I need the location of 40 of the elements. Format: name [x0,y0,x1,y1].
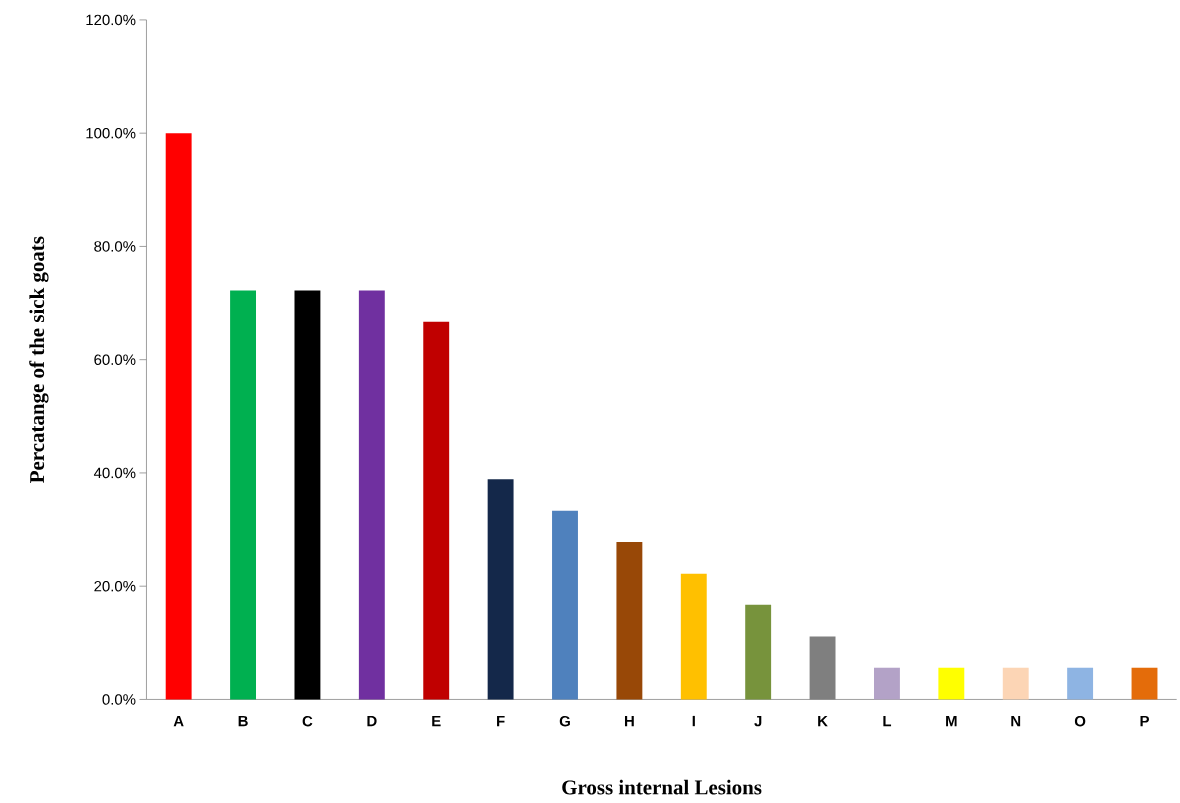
x-tick-label: A [173,715,184,727]
y-tick-label: 0.0% [102,694,136,705]
x-tick-label: B [238,715,248,727]
x-tick-label: C [302,715,313,727]
bar [165,133,192,700]
bar [1002,667,1029,700]
x-tick-label: L [883,715,892,727]
bar [745,604,772,700]
x-tick-label: N [1011,715,1021,727]
y-axis-title: Percatange of the sick goats [29,236,49,483]
x-tick-label: H [624,715,634,727]
bar [680,573,707,700]
y-tick-label: 40.0% [93,467,136,479]
bar [358,290,385,700]
x-tick-label: P [1140,715,1149,727]
x-tick-label: M [946,715,957,727]
bar [230,290,256,700]
x-tick-label: K [818,715,828,727]
x-tick-label: O [1074,715,1086,727]
y-tick-label: 20.0% [94,580,136,592]
bar [1131,667,1158,700]
x-tick-label: F [497,715,505,727]
bar [1067,667,1094,700]
bar [487,479,514,700]
bar [616,541,643,700]
x-axis-title: Gross internal Lesions [562,779,762,795]
x-tick-label: D [367,715,377,727]
x-tick-label: G [559,715,570,727]
x-tick-label: I [692,715,695,727]
x-tick-label: J [754,715,762,727]
bar [294,290,321,700]
bar [938,667,965,700]
bar [423,321,450,700]
bar [552,510,578,700]
y-tick-label: 100.0% [86,127,136,139]
bar [873,667,900,700]
y-tick-label: 120.0% [86,14,136,26]
y-tick-label: 80.0% [94,241,136,252]
y-tick-label: 60.0% [94,354,136,365]
x-tick-label: E [432,715,441,727]
